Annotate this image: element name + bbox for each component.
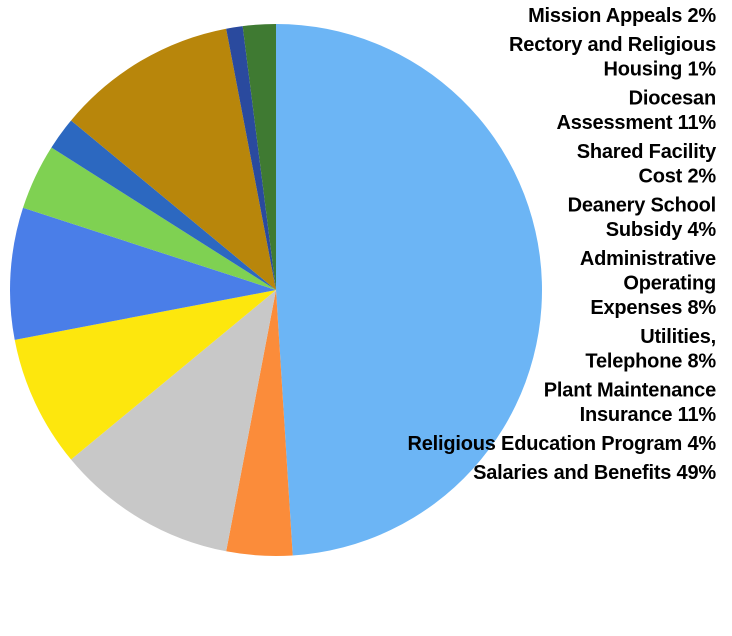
legend-label-6: Shared Facility Cost 2% xyxy=(577,141,717,188)
legend-label-8-line-1: Housing 1% xyxy=(604,59,717,81)
legend-label-9-line-0: Mission Appeals 2% xyxy=(528,5,716,27)
legend-label-1: Religious Education Program 4% xyxy=(407,433,716,455)
legend-label-6-line-0: Shared Facility xyxy=(577,141,717,163)
pie-slice-6 xyxy=(51,120,277,290)
legend-label-0-line-0: Salaries and Benefits 49% xyxy=(473,462,716,484)
pie-slice-8 xyxy=(226,26,276,290)
legend-label-4-line-2: Expenses 8% xyxy=(590,297,716,319)
legend-label-4-line-0: Administrative xyxy=(580,248,716,270)
legend-label-8-line-0: Rectory and Religious xyxy=(509,34,716,56)
legend-label-9: Mission Appeals 2% xyxy=(528,5,716,27)
pie-slice-3 xyxy=(14,290,277,460)
legend-label-4: Administrative Operating Expenses 8% xyxy=(580,248,717,319)
legend-label-3-line-1: Telephone 8% xyxy=(585,351,716,373)
legend-label-7-line-1: Assessment 11% xyxy=(556,112,716,134)
pie-slice-5 xyxy=(23,147,276,290)
legend-label-1-line-0: Religious Education Program 4% xyxy=(407,433,716,455)
legend-label-2: Plant Maintenance Insurance 11% xyxy=(544,380,717,427)
pie-slice-7 xyxy=(71,28,276,291)
legend-label-0: Salaries and Benefits 49% xyxy=(473,462,716,484)
legend-label-6-line-1: Cost 2% xyxy=(638,166,716,188)
legend-label-7-line-0: Diocesan xyxy=(629,88,716,110)
legend: Mission Appeals 2% Rectory and Religious H… xyxy=(407,5,717,484)
legend-label-3: Utilities, Telephone 8% xyxy=(585,326,716,373)
legend-label-4-line-1: Operating xyxy=(623,273,716,295)
pie-slice-9 xyxy=(242,24,276,290)
pie-slices xyxy=(9,24,542,556)
legend-label-3-line-0: Utilities, xyxy=(640,326,716,348)
pie-slice-0 xyxy=(276,24,542,556)
legend-label-5: Deanery School Subsidy 4% xyxy=(568,195,717,242)
legend-label-2-line-1: Insurance 11% xyxy=(580,404,717,426)
legend-label-5-line-0: Deanery School xyxy=(568,195,716,217)
legend-label-5-line-1: Subsidy 4% xyxy=(606,219,717,241)
pie-slice-2 xyxy=(71,290,276,552)
pie-slice-4 xyxy=(9,207,276,340)
pie-slice-1 xyxy=(226,290,293,556)
legend-label-2-line-0: Plant Maintenance xyxy=(544,380,716,402)
legend-label-7: Diocesan Assessment 11% xyxy=(556,88,716,135)
legend-label-8: Rectory and Religious Housing 1% xyxy=(509,34,716,81)
